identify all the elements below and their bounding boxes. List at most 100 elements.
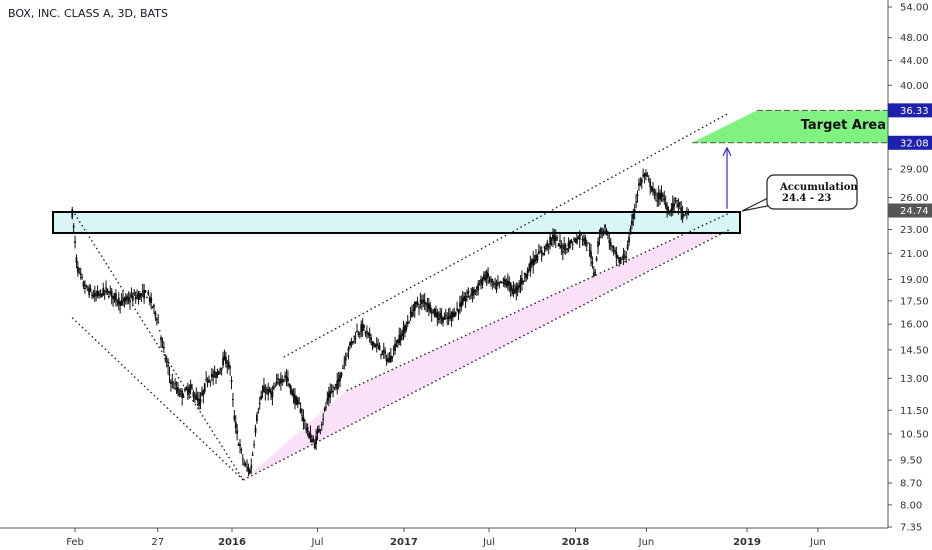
candle — [595, 255, 598, 262]
candle — [298, 396, 301, 405]
y-tick-label: 44.00 — [900, 56, 929, 67]
candle — [626, 240, 629, 251]
candle — [157, 314, 160, 324]
candle — [680, 200, 683, 221]
candle-body — [251, 454, 254, 456]
candle — [432, 309, 435, 314]
candle-body — [162, 346, 165, 349]
candle-body — [332, 390, 334, 392]
candle — [502, 277, 505, 287]
candle-body — [357, 333, 360, 335]
candle-body — [681, 211, 684, 219]
candle — [402, 320, 405, 341]
candle-body — [282, 379, 285, 381]
candle — [95, 290, 98, 302]
candle-body — [601, 233, 604, 235]
candle — [426, 297, 429, 313]
candle — [153, 303, 155, 314]
candle — [182, 393, 185, 399]
candle — [291, 388, 294, 397]
candle-body — [151, 306, 154, 308]
candle-body — [308, 432, 310, 438]
y-tick-label: 29.00 — [900, 165, 929, 176]
candle — [450, 311, 453, 327]
candle — [256, 412, 258, 424]
y-tick-label: 13.00 — [900, 374, 929, 385]
uptrend-support-line — [242, 228, 730, 481]
candle-body — [528, 269, 530, 271]
candle — [556, 234, 559, 241]
candle-body — [584, 237, 587, 245]
candle — [349, 341, 351, 350]
candle — [497, 275, 499, 287]
candle — [499, 280, 502, 284]
candle — [268, 386, 271, 393]
candle — [193, 392, 196, 404]
candle-body — [270, 392, 272, 395]
candle — [327, 386, 330, 407]
candle — [316, 425, 319, 441]
candle-body — [591, 262, 594, 264]
candle — [615, 246, 618, 266]
candle — [585, 239, 588, 252]
candle-body — [288, 383, 291, 386]
candle-body — [516, 285, 519, 290]
candle-body — [178, 393, 181, 396]
candle-body — [275, 381, 278, 384]
callout-box — [766, 174, 858, 210]
candle-body — [329, 390, 332, 398]
candle-body — [557, 243, 560, 247]
candle — [186, 382, 189, 400]
candle-body — [607, 232, 609, 234]
candle-body — [219, 368, 222, 370]
candle — [494, 277, 497, 290]
candle — [251, 451, 254, 457]
candle — [160, 335, 162, 349]
candle — [164, 353, 167, 363]
candle-body — [604, 224, 606, 228]
candle-body — [239, 444, 241, 447]
candle-body — [420, 300, 423, 304]
candle — [621, 256, 623, 260]
candle-body — [506, 280, 509, 287]
candle — [505, 278, 508, 288]
candle — [195, 387, 198, 401]
candle — [326, 391, 329, 405]
candle — [495, 279, 498, 293]
candle-body — [587, 242, 590, 244]
candle-body — [597, 241, 599, 247]
candle — [248, 468, 251, 475]
accumulation-range-label: 24.4 - 23 — [782, 193, 831, 204]
candle-body — [560, 245, 563, 249]
candle — [254, 424, 257, 437]
candle-body — [170, 381, 172, 385]
candle — [521, 270, 523, 291]
candle — [377, 338, 380, 350]
candle — [396, 339, 399, 348]
candle-body — [185, 387, 188, 390]
candle-body — [666, 206, 669, 211]
candle — [141, 283, 144, 298]
candle — [201, 386, 203, 397]
candle-body — [137, 293, 140, 301]
candle — [487, 267, 489, 284]
candle-body — [375, 343, 378, 346]
candle — [129, 292, 131, 310]
candle-body — [409, 312, 412, 315]
candle-body — [646, 175, 649, 177]
candle-body — [127, 297, 130, 301]
candle-body — [365, 330, 368, 333]
candle-body — [521, 277, 523, 284]
candle — [592, 265, 595, 278]
candle-body — [174, 383, 177, 385]
candle-body — [340, 372, 343, 376]
target-area-zone — [692, 110, 888, 143]
candle-body — [583, 239, 585, 241]
candle-body — [522, 281, 525, 283]
candle — [123, 296, 126, 308]
candle-body — [578, 234, 581, 241]
candle — [642, 168, 645, 179]
candle-body — [364, 331, 367, 334]
candle-body — [179, 390, 182, 392]
